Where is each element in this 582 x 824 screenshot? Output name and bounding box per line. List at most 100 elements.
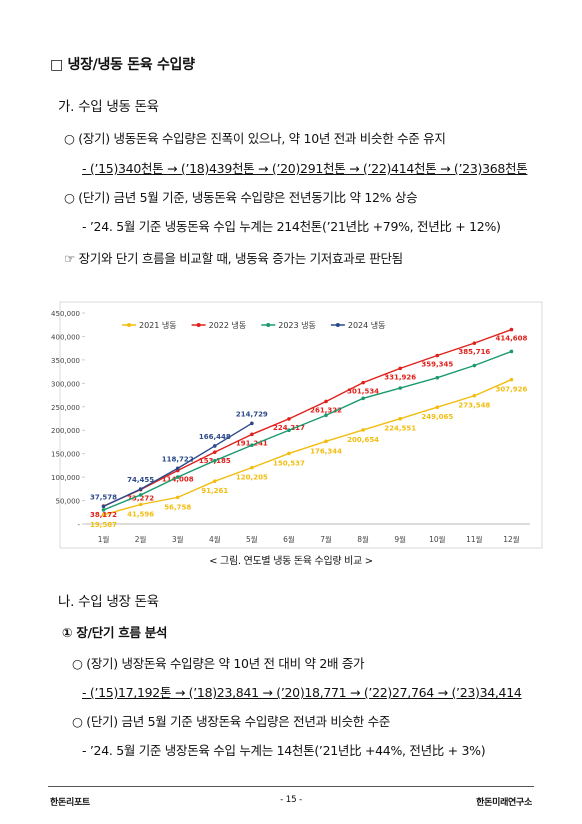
data-label: 224,217 [273, 424, 305, 432]
legend-marker [266, 323, 271, 327]
section-title: 가. 수입 냉동 돈육 [58, 99, 159, 115]
caption: < 그림. 연도별 냉동 돈육 수입량 비교 > [209, 556, 373, 567]
data-label: 166,448 [199, 433, 231, 441]
data-label: 150,537 [273, 459, 305, 467]
data-label: 331,926 [384, 373, 416, 381]
heading: □ 냉장/냉동 돈육 수입량 [50, 57, 195, 73]
subtitle: ① 장/단기 흐름 분석 [62, 625, 168, 640]
point [435, 353, 440, 358]
point [398, 366, 403, 371]
point [175, 475, 180, 479]
data-label: 214,729 [236, 410, 268, 418]
data-label: 73,272 [127, 495, 154, 503]
legend-label: 2023 냉동 [278, 320, 316, 330]
point [361, 380, 365, 385]
series-line [103, 350, 512, 511]
data-label: 120,205 [236, 474, 268, 482]
point [361, 428, 365, 432]
legend-marker [196, 323, 201, 327]
point [250, 421, 254, 426]
data-label: 191,241 [236, 439, 268, 447]
data-label: 261,322 [310, 406, 342, 414]
series-line [103, 378, 512, 516]
y-tick-label: 200,000 [51, 427, 80, 435]
point [138, 502, 143, 507]
point [324, 439, 328, 444]
x-tick-label: 3월 [172, 534, 184, 544]
data-label: 414,608 [496, 335, 528, 343]
point [250, 432, 254, 437]
bullet: - (’15)17,192톤 → (’18)23,841 → (’20)18,7… [82, 685, 522, 700]
data-label: 301,534 [347, 388, 379, 396]
bullet: - ’24. 5월 기준 냉동돈육 수입 누계는 214천톤(’21년比 +79… [82, 219, 501, 234]
x-tick-label: 1월 [98, 534, 110, 544]
point [250, 465, 254, 470]
x-tick-label: 8월 [357, 534, 369, 544]
point [509, 327, 514, 332]
bullet: - (’15)340천톤 → (’18)439천톤 → (’20)291천톤 →… [82, 161, 528, 176]
point [175, 466, 180, 471]
footer-left: 한돈리포트 [50, 798, 90, 808]
point [324, 399, 328, 404]
bullet: ☞ 장기와 단기 흐름을 비교할 때, 냉동육 증가는 기저효과로 판단됨 [64, 251, 403, 266]
data-label: 91,261 [201, 487, 228, 495]
y-tick-label: - [77, 521, 80, 529]
point [250, 443, 254, 448]
point [435, 405, 440, 410]
point [287, 428, 291, 433]
x-tick-label: 7월 [320, 534, 332, 544]
legend-label: 2022 냉동 [209, 320, 247, 330]
point [398, 416, 403, 421]
y-tick-label: 100,000 [51, 474, 80, 482]
series-line [103, 328, 512, 507]
bullet: ○ (장기) 냉장돈육 수입량은 약 10년 전 대비 약 2배 증가 [72, 656, 365, 671]
bullet: - ’24. 5월 기준 냉장돈육 수입 누계는 14천톤(’21년比 +44%… [82, 743, 486, 758]
data-label: 200,654 [347, 436, 379, 444]
footer-rule [48, 786, 534, 787]
chart-frame [59, 301, 543, 549]
point [435, 375, 440, 380]
point [324, 413, 328, 418]
x-tick-label: 10월 [429, 534, 446, 544]
point [361, 396, 365, 401]
point [138, 487, 143, 491]
x-tick-label: 12월 [503, 534, 520, 544]
point [287, 417, 291, 421]
x-tick-label: 5월 [246, 534, 258, 544]
data-label: 273,548 [458, 402, 490, 410]
legend-label: 2021 냉동 [139, 320, 177, 330]
x-tick-label: 2월 [135, 534, 147, 544]
x-tick-label: 11월 [466, 534, 483, 544]
x-tick-label: 9월 [394, 534, 406, 544]
y-tick-label: 150,000 [51, 451, 80, 459]
y-tick-label: 400,000 [51, 333, 80, 341]
point [472, 393, 477, 398]
bullet: ○ (장기) 냉동돈육 수입량은 진폭이 있으나, 약 10년 전과 비슷한 수… [64, 131, 446, 146]
data-label: 56,758 [164, 503, 191, 511]
y-tick-label: 450,000 [51, 310, 80, 318]
legend-marker [335, 323, 340, 327]
point [212, 450, 217, 454]
footer-center: - 15 - [280, 795, 302, 805]
point [509, 377, 514, 382]
y-tick-label: 300,000 [51, 380, 80, 388]
point [212, 444, 217, 448]
x-tick-label: 6월 [283, 534, 295, 544]
section-title: 나. 수입 냉장 돈육 [58, 594, 159, 610]
point [101, 513, 106, 517]
y-tick-label: 350,000 [51, 357, 80, 365]
data-label: 385,716 [458, 348, 490, 356]
point [212, 479, 217, 484]
point [472, 363, 477, 368]
data-label: 19,587 [90, 521, 117, 529]
point [101, 504, 106, 509]
data-label: 176,344 [310, 447, 342, 455]
point [175, 495, 180, 500]
point [287, 451, 291, 456]
point [138, 493, 143, 497]
point [212, 458, 217, 463]
point [509, 349, 514, 354]
x-tick-label: 4월 [209, 534, 221, 544]
legend-label: 2024 냉동 [348, 320, 386, 330]
